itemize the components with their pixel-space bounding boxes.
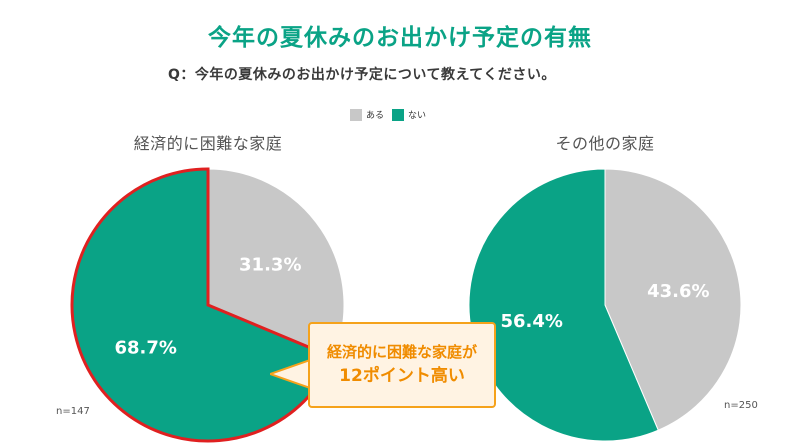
legend: ある ない xyxy=(350,108,434,121)
callout-line-2: 12ポイント高い xyxy=(339,366,465,386)
legend-swatch-nai xyxy=(392,108,405,121)
sample-size-difficult: n=147 xyxy=(56,406,90,417)
pie-1-slice-0 xyxy=(604,168,742,431)
legend-label-aru: ある xyxy=(366,111,385,121)
legend-item-aru: ある xyxy=(350,108,384,121)
callout-line-1: 経済的に困難な家庭が xyxy=(326,343,477,361)
pie-title-difficult: 経済的に困難な家庭 xyxy=(133,134,283,153)
pie-0-slice-1 xyxy=(70,167,336,443)
legend-swatch-aru xyxy=(350,108,362,121)
legend-label-nai: ない xyxy=(408,111,427,121)
pie-1-label-0: 43.6% xyxy=(647,281,709,302)
pie-title-other: その他の家庭 xyxy=(555,134,655,153)
pie-1-label-1: 56.4% xyxy=(500,311,562,332)
legend-item-nai: ない xyxy=(392,108,426,121)
pie-0-label-1: 68.7% xyxy=(115,337,177,358)
callout-box: 経済的に困難な家庭が 12ポイント高い xyxy=(308,322,496,408)
survey-question: Q：今年の夏休みのお出かけ予定について教えてください。 xyxy=(168,67,556,83)
chart-title: 今年の夏休みのお出かけ予定の有無 xyxy=(208,25,592,51)
pie-0-label-0: 31.3% xyxy=(239,255,301,276)
sample-size-other: n=250 xyxy=(724,400,758,411)
